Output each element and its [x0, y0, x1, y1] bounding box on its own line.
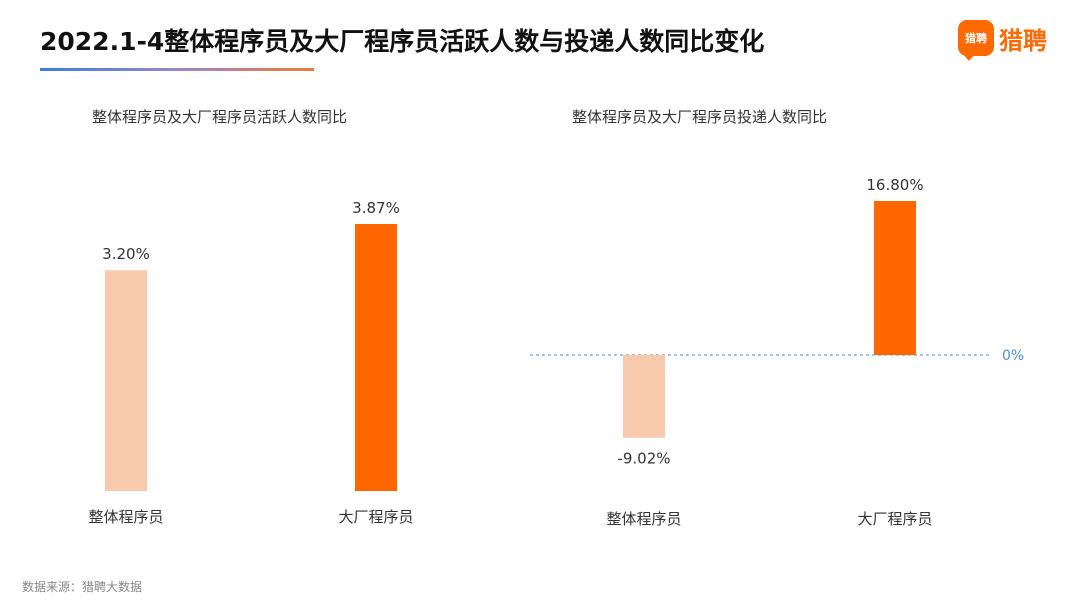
logo-icon: 猎聘 [958, 20, 994, 61]
data-label: 3.20% [102, 245, 150, 263]
bar-active-0 [105, 270, 147, 491]
data-label: 16.80% [866, 176, 923, 194]
chart-title-active-users: 整体程序员及大厂程序员活跃人数同比 [92, 108, 348, 126]
category-label: 整体程序员 [88, 508, 163, 526]
category-label: 大厂程序员 [857, 510, 932, 528]
bar-applications-1 [874, 201, 916, 355]
bar-active-1 [355, 224, 397, 491]
logo-text: 猎聘 [999, 26, 1047, 55]
liepin-logo: 猎聘 猎聘 [958, 20, 1047, 61]
title-underline [40, 68, 314, 71]
bar-applications-0 [623, 355, 665, 438]
data-label: -9.02% [617, 450, 670, 468]
category-label: 大厂程序员 [338, 508, 413, 526]
category-label: 整体程序员 [606, 510, 681, 528]
zero-axis-label: 0% [1002, 348, 1024, 364]
page-title: 2022.1-4整体程序员及大厂程序员活跃人数与投递人数同比变化 [40, 27, 765, 56]
data-source-note: 数据来源：猎聘大数据 [22, 580, 143, 594]
data-label: 3.87% [352, 199, 400, 217]
chart-title-applications: 整体程序员及大厂程序员投递人数同比 [572, 108, 828, 126]
